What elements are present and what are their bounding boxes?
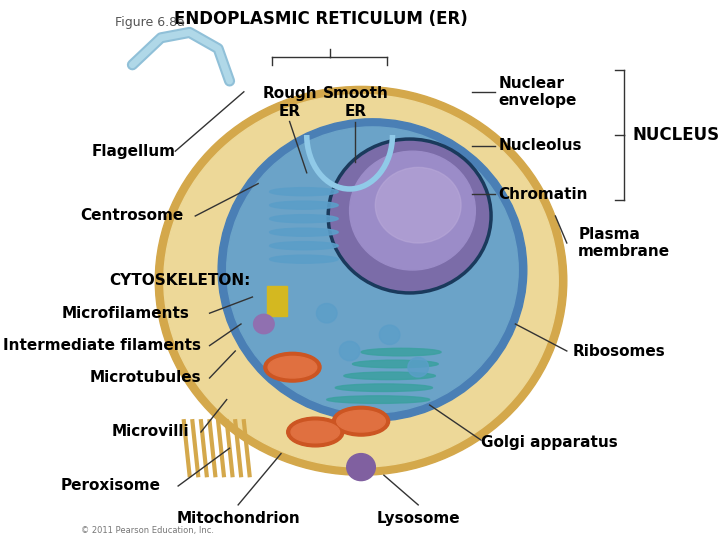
Ellipse shape xyxy=(344,372,436,380)
Text: Flagellum: Flagellum xyxy=(91,144,175,159)
Ellipse shape xyxy=(268,356,317,378)
Text: Microtubules: Microtubules xyxy=(89,370,201,386)
Ellipse shape xyxy=(336,384,433,392)
Text: © 2011 Pearson Education, Inc.: © 2011 Pearson Education, Inc. xyxy=(81,525,214,535)
Text: Golgi apparatus: Golgi apparatus xyxy=(481,435,618,450)
Text: Microfilaments: Microfilaments xyxy=(62,306,189,321)
Text: Rough
ER: Rough ER xyxy=(262,86,317,119)
Circle shape xyxy=(347,454,375,481)
Text: Chromatin: Chromatin xyxy=(498,187,588,202)
Ellipse shape xyxy=(350,151,475,270)
Ellipse shape xyxy=(361,348,441,356)
Ellipse shape xyxy=(291,421,340,443)
Circle shape xyxy=(317,303,337,323)
Ellipse shape xyxy=(227,127,518,413)
Text: Peroxisome: Peroxisome xyxy=(61,478,161,494)
Text: Centrosome: Centrosome xyxy=(81,208,184,224)
Text: Mitochondrion: Mitochondrion xyxy=(176,511,300,526)
Ellipse shape xyxy=(353,360,438,368)
Ellipse shape xyxy=(330,140,490,292)
Text: Nucleolus: Nucleolus xyxy=(498,138,582,153)
Circle shape xyxy=(253,314,274,334)
Ellipse shape xyxy=(269,201,338,209)
Ellipse shape xyxy=(287,417,344,447)
Bar xyxy=(266,286,287,316)
Ellipse shape xyxy=(269,255,338,263)
Text: Lysosome: Lysosome xyxy=(377,511,460,526)
Ellipse shape xyxy=(327,396,430,403)
Text: Intermediate filaments: Intermediate filaments xyxy=(3,338,201,353)
Text: Nuclear
envelope: Nuclear envelope xyxy=(498,76,577,108)
Text: CYTOSKELETON:: CYTOSKELETON: xyxy=(109,273,251,288)
Text: Plasma
membrane: Plasma membrane xyxy=(578,227,670,259)
Ellipse shape xyxy=(337,410,385,432)
Ellipse shape xyxy=(164,94,558,467)
Circle shape xyxy=(408,357,428,377)
Text: Ribosomes: Ribosomes xyxy=(572,343,665,359)
Text: ENDOPLASMIC RETICULUM (ER): ENDOPLASMIC RETICULUM (ER) xyxy=(174,10,468,28)
Text: NUCLEUS: NUCLEUS xyxy=(633,126,720,144)
Text: Figure 6.8a: Figure 6.8a xyxy=(115,16,185,29)
Ellipse shape xyxy=(375,167,461,243)
Ellipse shape xyxy=(269,187,338,195)
Ellipse shape xyxy=(269,214,338,222)
Text: Microvilli: Microvilli xyxy=(112,424,189,440)
Text: Smooth
ER: Smooth ER xyxy=(323,86,388,119)
Circle shape xyxy=(379,325,400,345)
Ellipse shape xyxy=(156,86,567,475)
Ellipse shape xyxy=(333,406,390,436)
Circle shape xyxy=(339,341,360,361)
Ellipse shape xyxy=(269,241,338,249)
Ellipse shape xyxy=(269,228,338,237)
Ellipse shape xyxy=(264,352,321,382)
Ellipse shape xyxy=(218,119,527,421)
